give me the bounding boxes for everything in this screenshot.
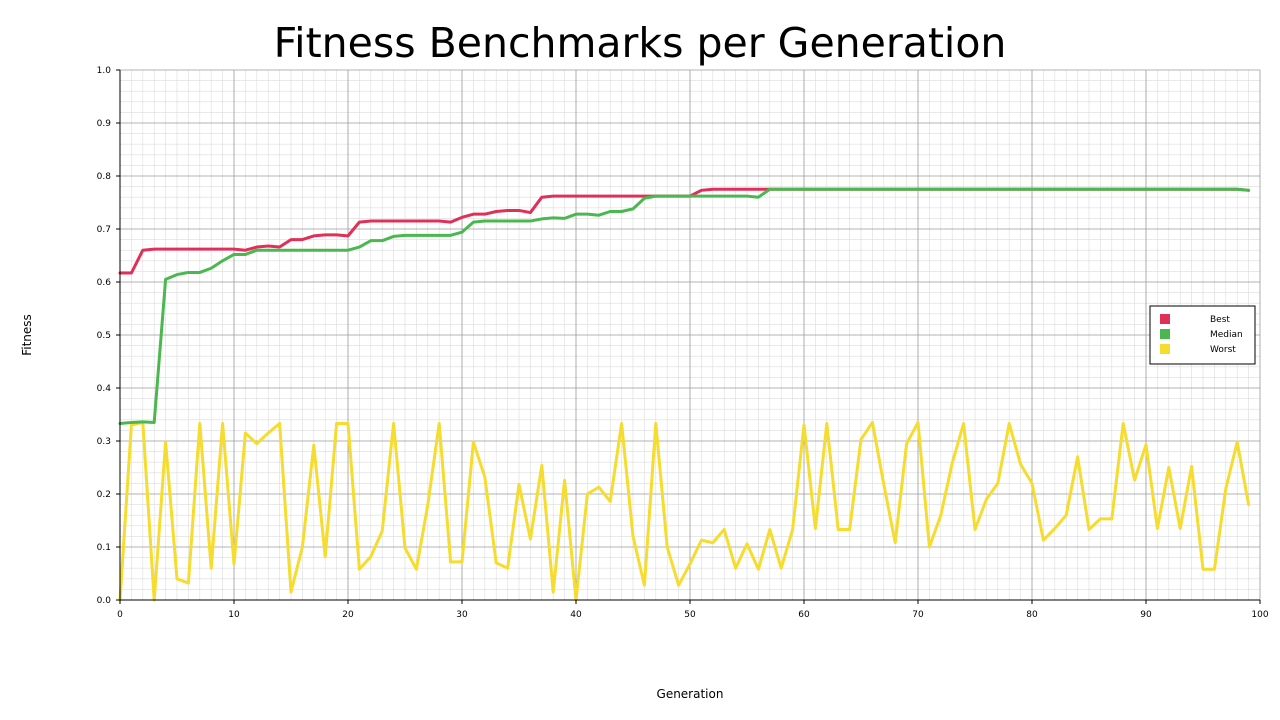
x-axis-label: Generation: [657, 687, 724, 701]
y-axis-label: Fitness: [20, 314, 34, 356]
major-grid: [119, 69, 1261, 601]
legend-swatch-median: [1160, 329, 1170, 339]
x-tick-label: 100: [1251, 610, 1268, 620]
y-tick-label: 0.9: [97, 119, 112, 129]
series-layer: [118, 187, 1251, 602]
x-tick-label: 40: [570, 610, 582, 620]
x-ticks: 0 10 20 30 40 50 60 70 80 90 100: [117, 600, 1269, 620]
legend-swatch-best: [1160, 314, 1170, 324]
y-tick-label: 0.7: [97, 225, 111, 235]
x-tick-label: 50: [684, 610, 696, 620]
chart-title: Fitness Benchmarks per Generation: [274, 19, 1007, 67]
y-tick-label: 0.0: [97, 596, 112, 606]
y-tick-label: 0.1: [97, 543, 111, 553]
x-tick-label: 80: [1026, 610, 1038, 620]
legend-label-worst: Worst: [1210, 345, 1236, 355]
y-tick-label: 0.2: [97, 490, 111, 500]
series-line-worst: [118, 420, 1251, 602]
legend-label-best: Best: [1210, 315, 1230, 325]
x-tick-label: 20: [342, 610, 354, 620]
legend-label-median: Median: [1210, 330, 1243, 340]
legend: Best Median Worst: [1149, 305, 1256, 365]
y-ticks: 0.0 0.1 0.2 0.3 0.4 0.5 0.6 0.7 0.8 0.9 1.0: [97, 66, 120, 606]
x-tick-label: 0: [117, 610, 123, 620]
legend-swatch-worst: [1160, 344, 1170, 354]
y-tick-label: 0.6: [97, 278, 112, 288]
x-tick-label: 10: [228, 610, 240, 620]
y-tick-label: 0.5: [97, 331, 111, 341]
y-tick-label: 0.8: [97, 172, 112, 182]
x-tick-label: 90: [1140, 610, 1152, 620]
x-tick-label: 30: [456, 610, 468, 620]
y-tick-label: 1.0: [97, 66, 112, 76]
x-tick-label: 70: [912, 610, 924, 620]
series-line-median: [118, 187, 1251, 426]
x-tick-label: 60: [798, 610, 810, 620]
y-tick-label: 0.4: [97, 384, 112, 394]
y-tick-label: 0.3: [97, 437, 111, 447]
